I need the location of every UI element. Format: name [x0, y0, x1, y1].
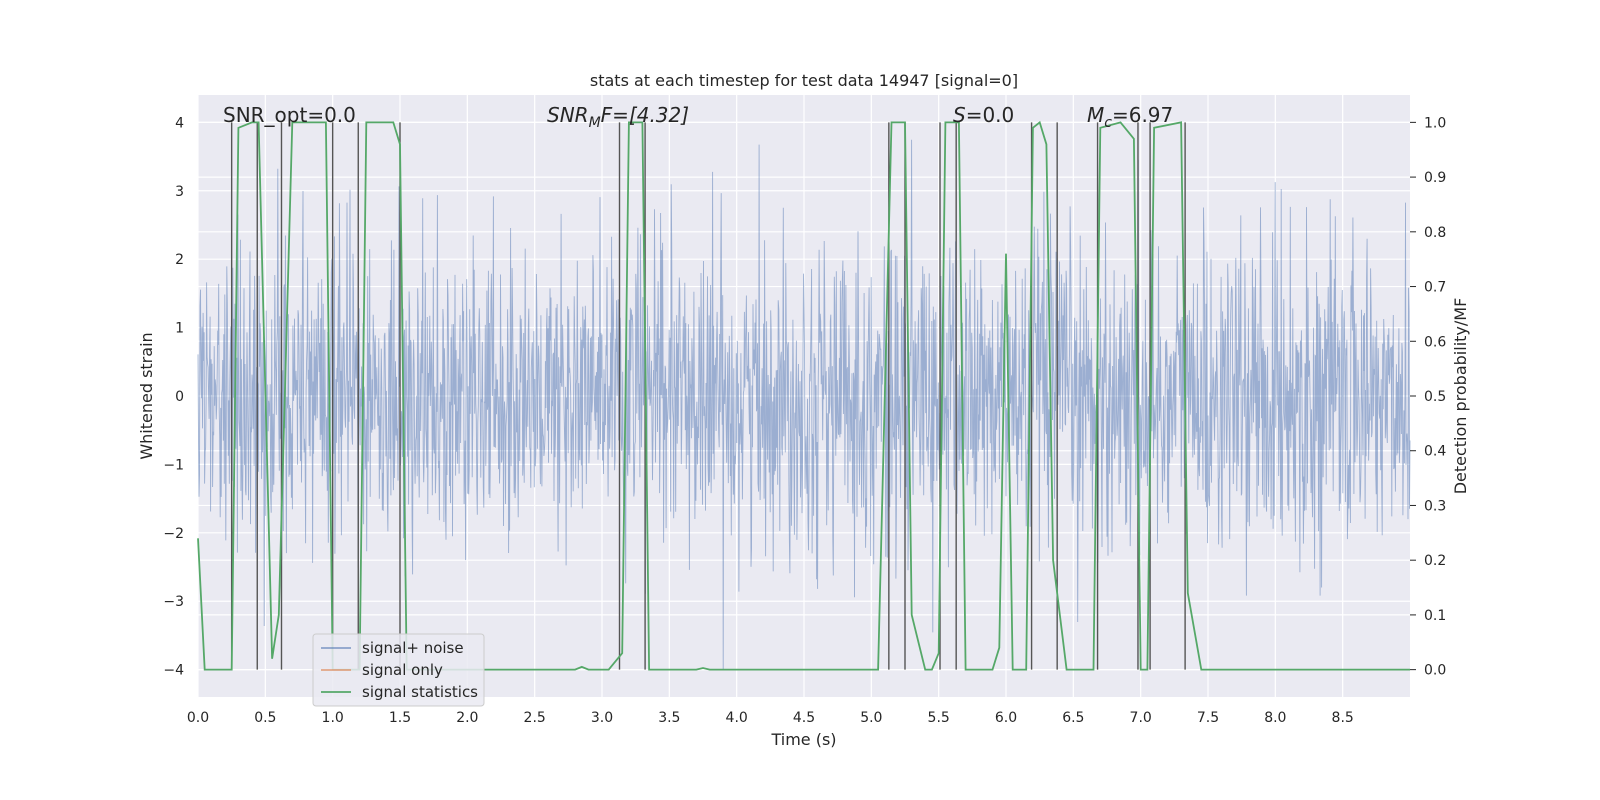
y-right-tick-label: 0.6 — [1424, 334, 1446, 350]
x-tick-label: 3.5 — [658, 710, 680, 726]
annotation-mc: Mc=6.97 — [1087, 103, 1173, 131]
y-right-tick-label: 0.9 — [1424, 170, 1446, 186]
x-tick-label: 8.0 — [1264, 710, 1286, 726]
legend-label-signal-only: signal only — [362, 661, 443, 679]
y-left-tick-label: 4 — [175, 115, 184, 131]
y-left-tick-label: −1 — [163, 457, 184, 473]
x-tick-label: 4.0 — [726, 710, 748, 726]
y-left-tick-label: −2 — [163, 526, 184, 542]
y-axis-label-right: Detection probability/MF — [1451, 298, 1470, 495]
annotation-snr-mf: SNRMF=[4.32] — [547, 103, 689, 131]
y-right-tick-label: 0.2 — [1424, 553, 1446, 569]
x-tick-label: 5.0 — [860, 710, 882, 726]
legend-label-statistics: signal statistics — [362, 683, 478, 701]
y-right-tick-label: 0.4 — [1424, 444, 1446, 460]
x-tick-label: 1.0 — [322, 710, 344, 726]
x-tick-label: 8.5 — [1332, 710, 1354, 726]
y-right-tick-label: 0.1 — [1424, 608, 1446, 624]
y-right-tick-label: 0.3 — [1424, 498, 1446, 514]
x-tick-label: 1.5 — [389, 710, 411, 726]
signal-statistics-line — [197, 120, 1410, 671]
legend-box — [312, 633, 485, 707]
x-tick-label: 0.0 — [187, 710, 209, 726]
x-tick-label: 7.5 — [1197, 710, 1219, 726]
signal-statistics-series — [197, 120, 1410, 671]
y-right-tick-labels: 1.0 0.9 0.8 0.7 0.6 0.5 0.4 0.3 0.2 0.1 0.0 — [1410, 115, 1446, 679]
y-left-tick-label: 2 — [175, 252, 184, 268]
annotation-s: S=0.0 — [953, 103, 1014, 127]
y-left-tick-label: 1 — [175, 321, 184, 337]
x-tick-label: 5.5 — [928, 710, 950, 726]
y-right-tick-label: 0.5 — [1424, 389, 1446, 405]
y-left-tick-label: 0 — [175, 389, 184, 405]
y-left-tick-label: 3 — [175, 184, 184, 200]
y-left-tick-label: −4 — [163, 663, 184, 679]
x-tick-label: 6.5 — [1062, 710, 1084, 726]
y-right-tick-label: 0.0 — [1424, 663, 1446, 679]
x-tick-label: 4.5 — [793, 710, 815, 726]
x-tick-label: 2.0 — [456, 710, 478, 726]
y-left-tick-labels: 4 3 2 1 0 −1 −2 −3 −4 — [163, 115, 184, 678]
legend-label-noise: signal+ noise — [362, 639, 464, 657]
x-tick-label: 2.5 — [524, 710, 546, 726]
x-tick-label: 6.0 — [995, 710, 1017, 726]
y-right-tick-label: 1.0 — [1424, 115, 1446, 131]
x-tick-label: 0.5 — [254, 710, 276, 726]
x-tick-label: 3.0 — [591, 710, 613, 726]
chart-title: stats at each timestep for test data 149… — [590, 71, 1018, 90]
x-tick-label: 7.0 — [1130, 710, 1152, 726]
x-tick-labels: 0.0 0.5 1.0 1.5 2.0 2.5 3.0 3.5 4.0 4.5 5.0 5.5 6.0 6… — [187, 710, 1354, 726]
legend: signal+ noise signal only signal statist… — [312, 633, 485, 707]
y-left-tick-label: −3 — [163, 594, 184, 610]
y-right-tick-label: 0.8 — [1424, 225, 1446, 241]
y-right-tick-label: 0.7 — [1424, 280, 1446, 296]
y-axis-label-left: Whitened strain — [137, 332, 156, 459]
x-axis-label: Time (s) — [770, 730, 836, 749]
annotation-snr-opt: SNR_opt=0.0 — [223, 103, 356, 127]
